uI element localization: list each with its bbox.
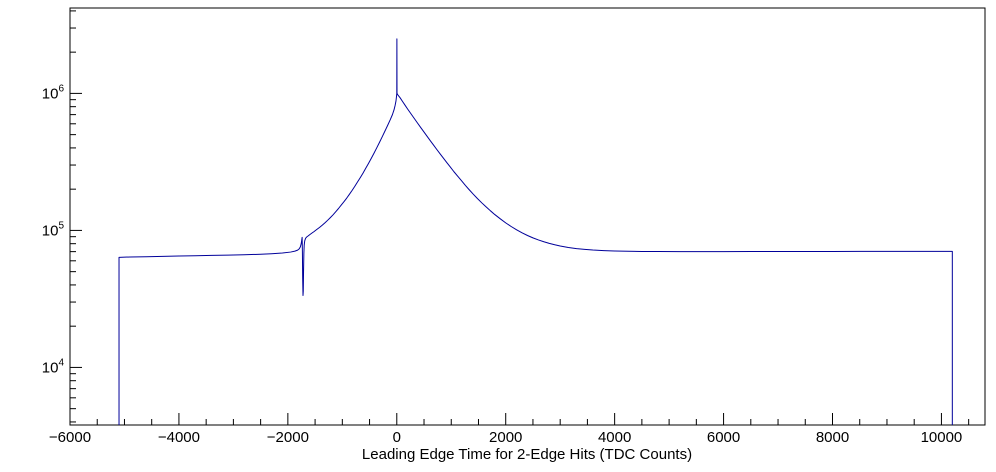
- x-tick-label: −2000: [267, 429, 309, 446]
- x-tick-label: 4000: [598, 429, 631, 446]
- x-axis-title: Leading Edge Time for 2-Edge Hits (TDC C…: [362, 446, 692, 463]
- y-tick-label: 105: [42, 220, 65, 239]
- y-tick-label: 106: [42, 83, 65, 102]
- x-tick-label: −6000: [49, 429, 91, 446]
- x-tick-label: 0: [393, 429, 401, 446]
- histogram-line: [118, 38, 953, 425]
- x-tick-label: 10000: [921, 429, 963, 446]
- x-tick-label: −4000: [158, 429, 200, 446]
- x-tick-label: 2000: [489, 429, 522, 446]
- plot-frame: [69, 7, 986, 426]
- x-tick-label: 6000: [707, 429, 740, 446]
- y-axis: 104 105 106: [42, 10, 82, 423]
- x-tick-label: 8000: [816, 429, 849, 446]
- y-tick-label: 104: [42, 357, 65, 376]
- x-axis: −6000 −4000 −2000 0 2000 4000 6000 8000 10000: [49, 413, 970, 446]
